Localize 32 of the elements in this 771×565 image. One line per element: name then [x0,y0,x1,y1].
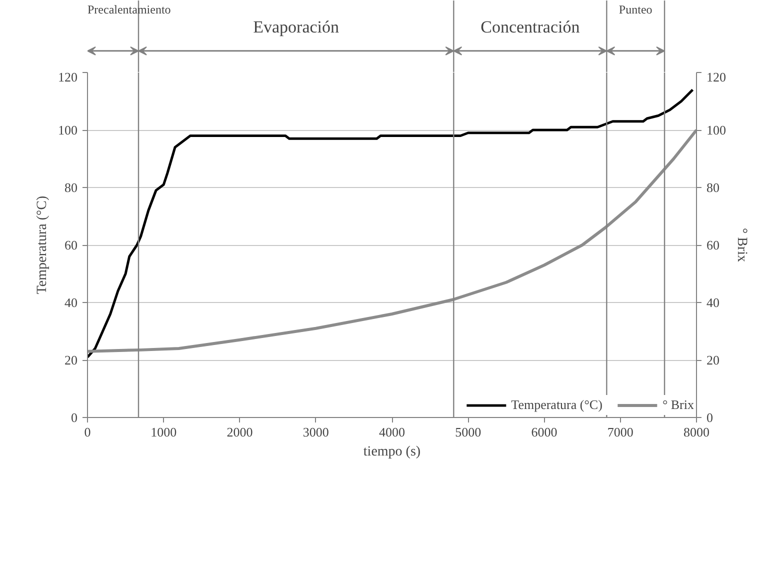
x-tick-label: 6000 [531,424,558,440]
legend-label: ° Brix [662,397,694,413]
y2-axis-title: ° Brix [734,228,749,262]
y2-tick-label: 20 [706,352,720,368]
text: Concentración [480,18,580,36]
x-tick-label: 2000 [226,424,253,440]
y-tick-label: 100 [58,122,78,138]
y-tick-label: 0 [71,410,78,425]
x-tick-label: 5000 [455,424,482,440]
y-tick-label: 120 [58,70,78,84]
y-axis-title: Temperatura (°C) [35,196,50,294]
x-tick-label: 7000 [607,424,634,440]
y-tick-label: 40 [64,295,78,310]
x-axis-title: tiempo (s) [363,444,421,460]
x-tick-label: 1000 [150,424,177,440]
text: Punteo [618,2,652,16]
y2-tick-label: 0 [706,410,713,425]
line-series [88,88,694,358]
y-tick-label: 60 [64,238,78,252]
text: Evaporación [253,18,340,36]
y2-tick-label: 60 [706,238,720,252]
y2-tick-label: 100 [706,122,726,138]
y2-tick-label: 80 [706,180,720,195]
y-tick-label: 80 [64,180,78,195]
y2-tick-label: 120 [706,70,726,84]
x-tick-label: 0 [84,424,91,440]
x-tick-label: 3000 [302,424,329,440]
x-tick-label: 8000 [684,424,710,440]
x-tick-label: 4000 [379,424,405,440]
y2-tick-label: 40 [706,295,720,310]
y-tick-label: 20 [64,352,78,368]
legend-label: Temperatura (°C) [511,397,602,413]
